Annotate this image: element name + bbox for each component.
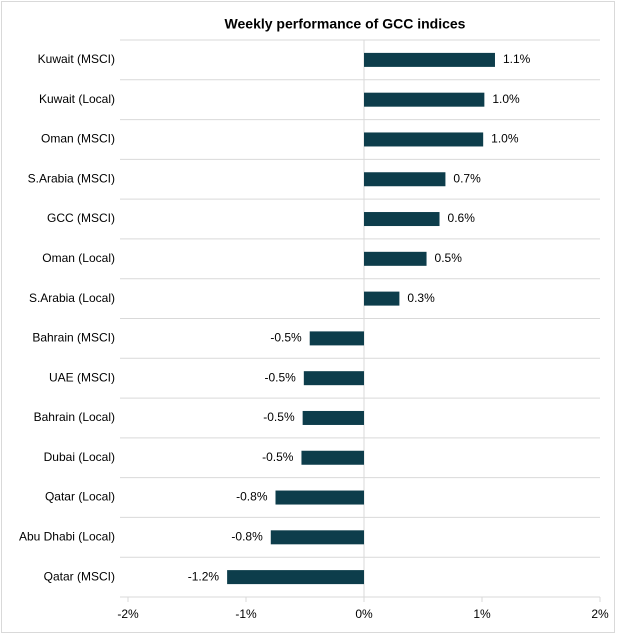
bar <box>364 172 446 187</box>
data-label: 1.0% <box>492 92 520 106</box>
data-label: 0.7% <box>453 171 481 185</box>
data-label: 0.5% <box>435 251 463 265</box>
data-label: -0.5% <box>263 410 295 424</box>
y-tick-label: Qatar (MSCI) <box>44 569 115 583</box>
bar <box>364 251 427 266</box>
y-tick-label: Oman (MSCI) <box>41 132 115 146</box>
y-tick-label: S.Arabia (Local) <box>29 291 115 305</box>
data-label: -0.5% <box>270 331 302 345</box>
data-label: -0.8% <box>231 529 263 543</box>
data-label: 1.0% <box>491 132 519 146</box>
x-tick-label: 2% <box>591 607 609 621</box>
y-tick-label: Bahrain (MSCI) <box>32 331 115 345</box>
bar <box>303 371 364 386</box>
x-tick-label: 0% <box>355 607 373 621</box>
data-label: 1.1% <box>503 52 531 66</box>
bar <box>364 92 485 107</box>
bar <box>364 132 484 147</box>
x-tick-label: -2% <box>117 607 139 621</box>
data-label: -0.5% <box>264 370 296 384</box>
y-tick-label: Bahrain (Local) <box>34 410 115 424</box>
bar <box>364 291 400 306</box>
bar <box>227 570 364 585</box>
y-tick-label: Kuwait (Local) <box>39 92 115 106</box>
y-tick-label: GCC (MSCI) <box>47 211 115 225</box>
chart-title: Weekly performance of GCC indices <box>225 16 466 32</box>
y-tick-label: Qatar (Local) <box>45 490 115 504</box>
bar <box>270 530 364 545</box>
y-tick-label: Kuwait (MSCI) <box>38 52 115 66</box>
x-tick-label: -1% <box>235 607 257 621</box>
data-label: -0.8% <box>236 490 268 504</box>
data-label: -0.5% <box>262 450 294 464</box>
data-label: 0.6% <box>448 211 476 225</box>
bar <box>302 410 364 425</box>
y-tick-label: Oman (Local) <box>42 251 115 265</box>
bar <box>309 331 364 346</box>
x-tick-label: 1% <box>473 607 491 621</box>
bar <box>364 212 440 227</box>
bar <box>364 52 495 67</box>
bar <box>275 490 364 505</box>
bar <box>301 450 364 465</box>
y-tick-label: S.Arabia (MSCI) <box>28 171 115 185</box>
y-tick-label: UAE (MSCI) <box>49 370 115 384</box>
data-label: -1.2% <box>188 569 220 583</box>
y-tick-label: Dubai (Local) <box>44 450 115 464</box>
data-label: 0.3% <box>407 291 435 305</box>
y-tick-label: Abu Dhabi (Local) <box>19 529 115 543</box>
